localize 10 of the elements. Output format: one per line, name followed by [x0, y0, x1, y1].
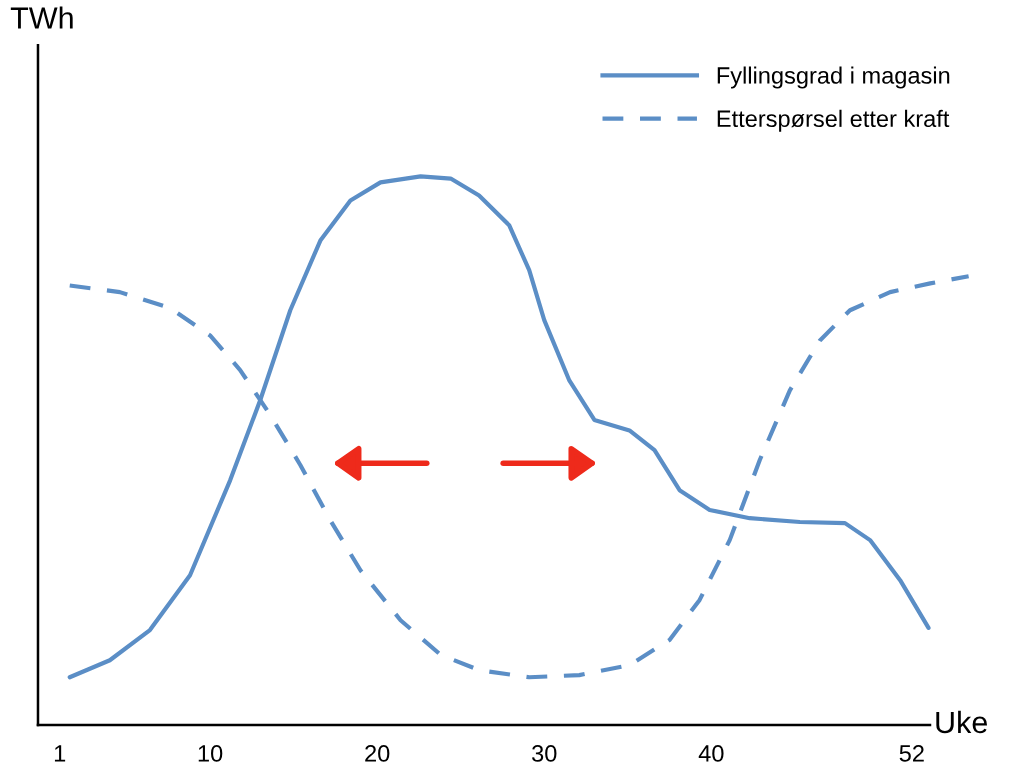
y-axis-title: TWh — [10, 6, 73, 29]
x-tick-label: 10 — [198, 745, 223, 762]
x-tick-label: 52 — [899, 745, 924, 762]
x-tick-label: 40 — [698, 745, 724, 762]
legend-label: Fyllingsgrad i magasin — [717, 66, 950, 89]
x-axis-title: Uke — [936, 710, 987, 734]
x-tick-label: 20 — [365, 745, 390, 762]
x-tick-label: 1 — [54, 745, 66, 762]
x-tick-label: 30 — [532, 745, 557, 762]
legend-label: Etterspørsel etter kraft — [717, 109, 950, 132]
